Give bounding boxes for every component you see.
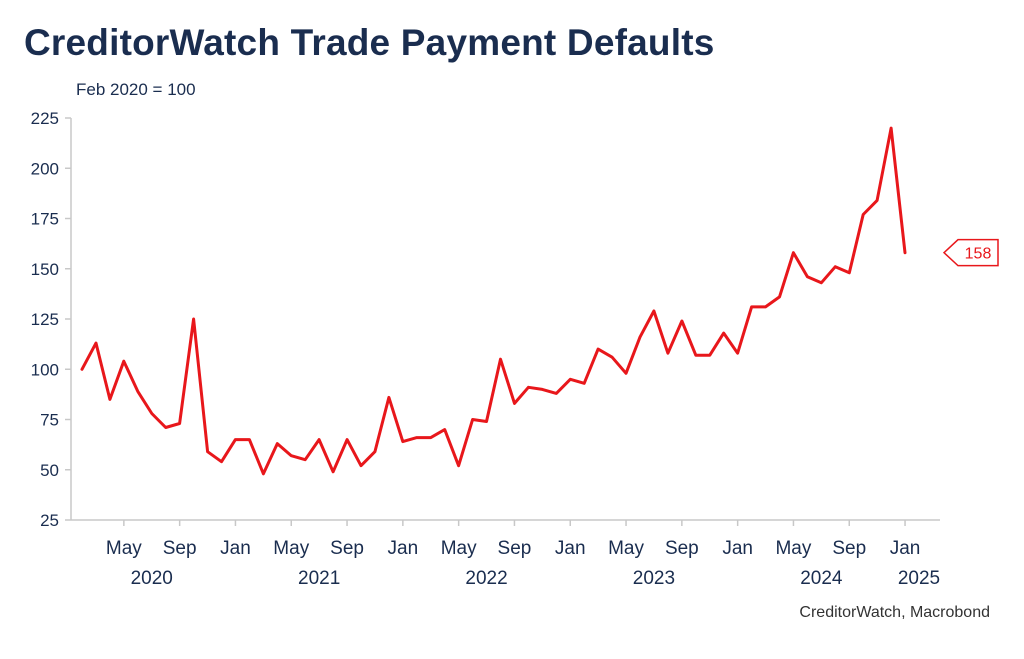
x-month-label: Sep (330, 538, 364, 559)
y-tick-label: 75 (40, 411, 59, 430)
x-month-label: Sep (832, 538, 866, 559)
x-year-label: 2022 (465, 568, 507, 589)
last-value-annotation: 158 (942, 238, 999, 267)
y-axis: 25 50 75 100 125 150 175 200 225 (31, 109, 72, 530)
x-month-label: Sep (665, 538, 699, 559)
series-line (80, 126, 907, 476)
y-tick-label: 225 (31, 109, 59, 128)
x-year-label: 2021 (298, 568, 340, 589)
x-month-label: May (441, 538, 477, 559)
x-year-label: 2020 (131, 568, 173, 589)
y-tick-label: 150 (31, 260, 59, 279)
chart-title: CreditorWatch Trade Payment Defaults (24, 22, 715, 63)
y-tick-label: 175 (31, 210, 59, 229)
y-tick-label: 125 (31, 310, 59, 329)
x-year-label: 2023 (633, 568, 675, 589)
x-month-label: May (273, 538, 309, 559)
x-month-label: Jan (890, 538, 921, 559)
series-layer (80, 126, 907, 476)
x-axis: May Sep Jan May Sep Jan May Sep Jan May Sep Jan May S… (71, 519, 940, 589)
x-month-label: Sep (163, 538, 197, 559)
y-tick-label: 200 (31, 159, 59, 178)
x-month-label: Jan (220, 538, 251, 559)
x-year-label: 2024 (800, 568, 843, 589)
x-month-label: May (106, 538, 142, 559)
x-month-label: Jan (388, 538, 419, 559)
y-tick-label: 100 (31, 360, 59, 379)
x-month-label: Jan (722, 538, 753, 559)
x-year-label: 2025 (898, 568, 940, 589)
last-value-label: 158 (965, 246, 992, 263)
x-month-label: Jan (555, 538, 586, 559)
y-axis-unit-label: Feb 2020 = 100 (76, 80, 196, 99)
source-note: CreditorWatch, Macrobond (799, 604, 990, 621)
y-tick-label: 25 (40, 511, 59, 530)
x-month-label: Sep (498, 538, 532, 559)
last-value-callout-box (942, 238, 999, 267)
y-tick-label: 50 (40, 461, 59, 480)
x-month-label: May (775, 538, 811, 559)
x-month-label: May (608, 538, 644, 559)
